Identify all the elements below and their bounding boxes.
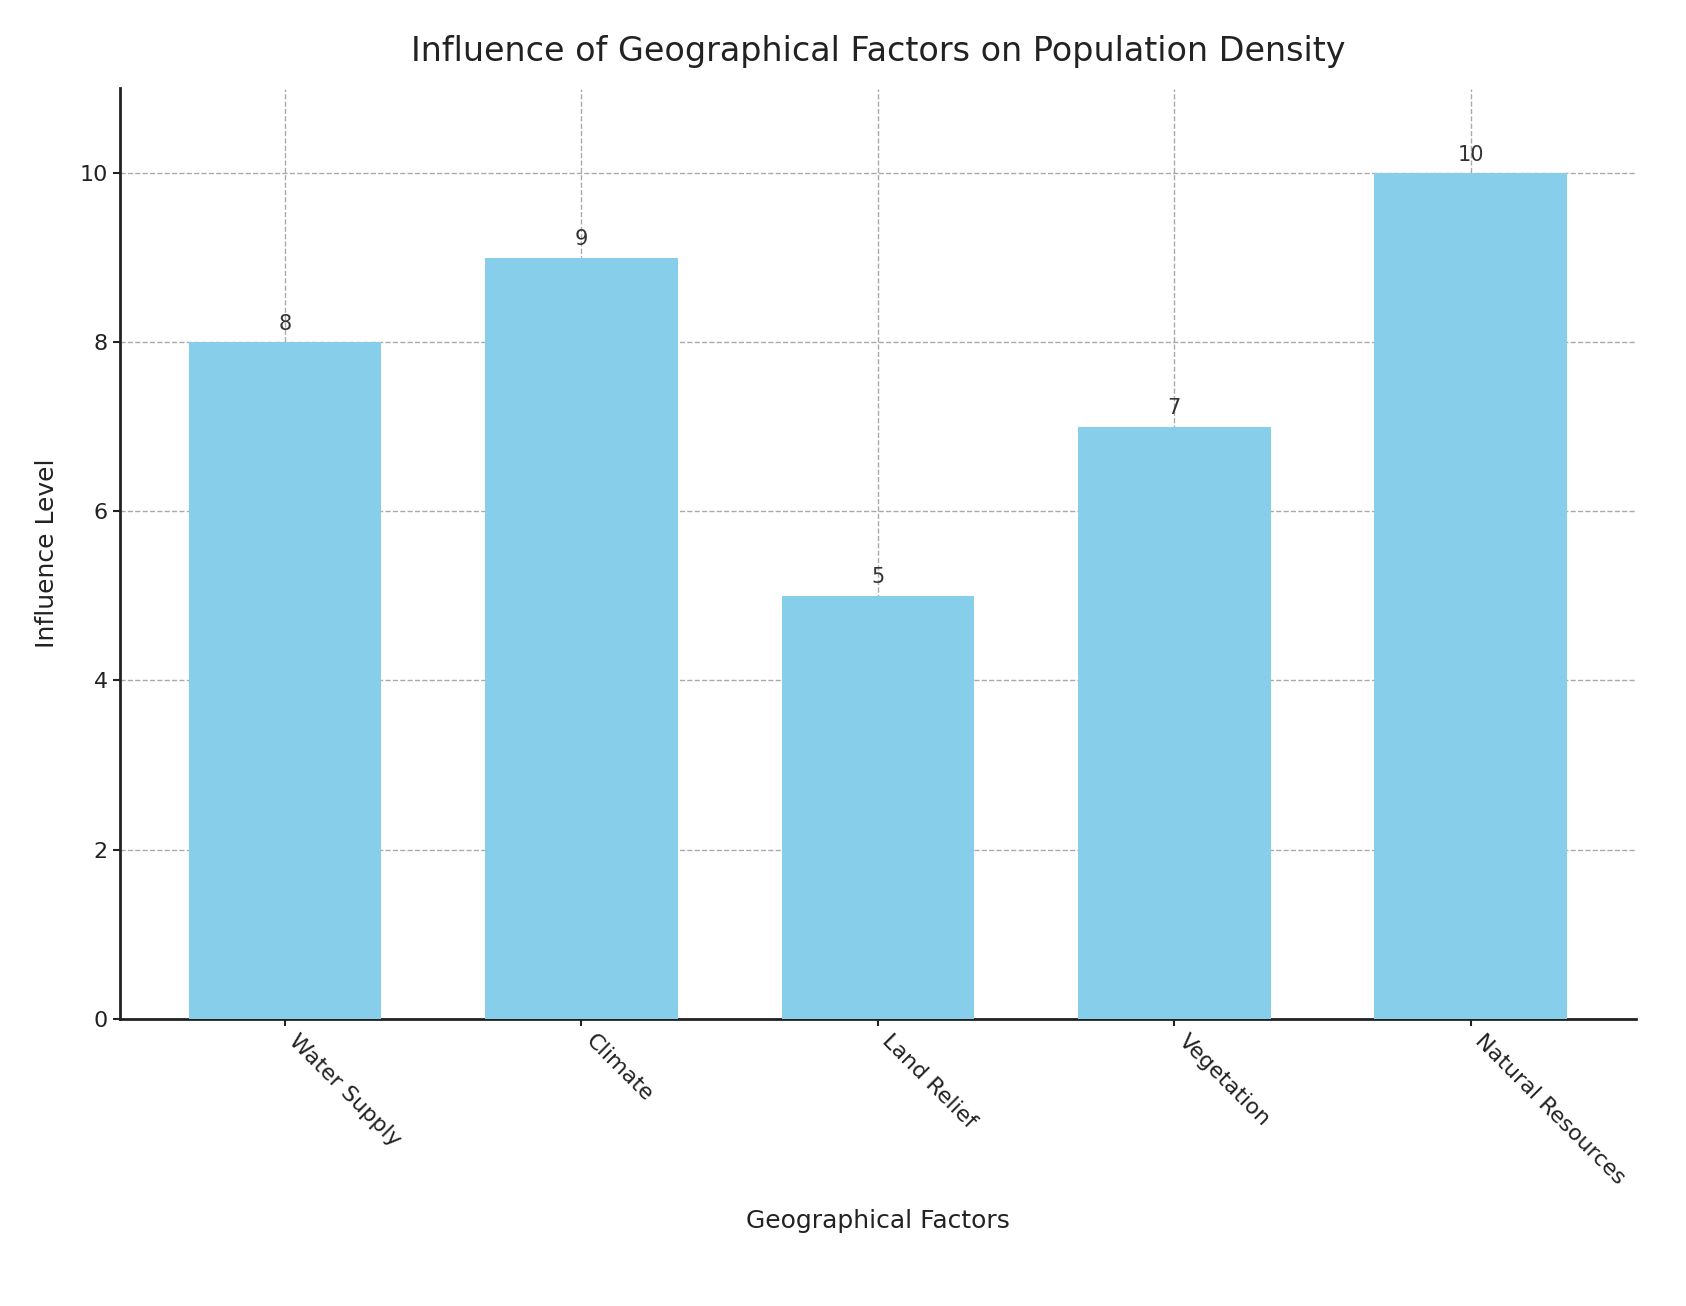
Text: 10: 10 — [1458, 145, 1484, 165]
Text: 5: 5 — [872, 567, 885, 588]
Bar — [189, 342, 381, 1019]
Bar — [1077, 427, 1271, 1019]
Text: 9: 9 — [575, 229, 588, 249]
Bar — [1374, 174, 1568, 1019]
Text: 7: 7 — [1168, 398, 1180, 418]
Text: 8: 8 — [278, 313, 292, 334]
Bar — [486, 257, 678, 1019]
Title: Influence of Geographical Factors on Population Density: Influence of Geographical Factors on Pop… — [411, 35, 1345, 68]
Y-axis label: Influence Level: Influence Level — [35, 458, 59, 648]
Bar — [782, 596, 975, 1019]
X-axis label: Geographical Factors: Geographical Factors — [745, 1209, 1010, 1233]
